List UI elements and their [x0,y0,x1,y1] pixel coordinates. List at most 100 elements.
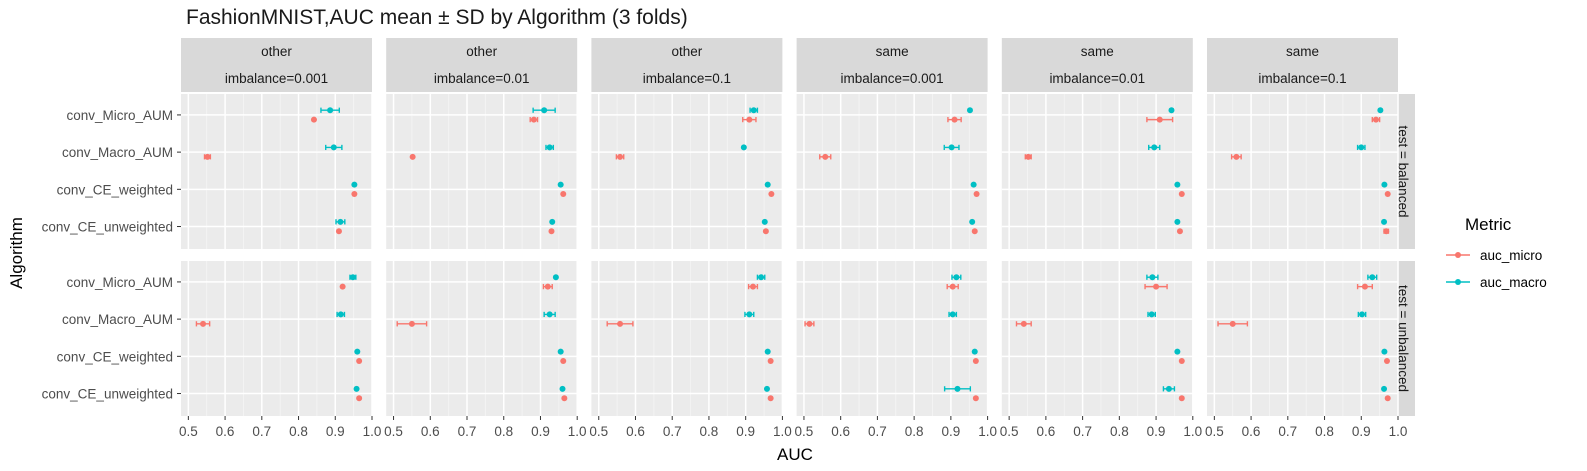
point-micro [617,153,624,160]
point-micro [544,283,551,290]
point-macro [1381,385,1388,392]
facet-strip-col [386,38,578,92]
facet-strip-col [1001,38,1193,92]
x-tick-label: 0.8 [494,424,513,439]
x-tick-label: 1.0 [1183,424,1202,439]
x-tick-label: 0.6 [216,424,235,439]
point-macro [557,348,564,355]
y-tick-label: conv_Micro_AUM [66,275,173,290]
point-micro [204,153,211,160]
point-macro [1149,274,1156,281]
point-macro [1151,144,1158,151]
point-macro [546,311,553,318]
x-tick-label: 0.6 [1242,424,1261,439]
facet-strip-col [1207,38,1398,92]
y-tick-label: conv_CE_weighted [57,349,173,364]
point-macro [763,385,770,392]
point-macro [557,181,564,188]
panel-background [1207,94,1398,249]
x-tick-label: 0.8 [700,424,719,439]
x-tick-label: 0.6 [421,424,440,439]
point-macro [353,385,360,392]
point-micro [1233,153,1240,160]
facet-strip-label-top: same [876,44,909,59]
point-micro [1384,191,1391,198]
point-macro [559,385,566,392]
point-macro [1358,144,1365,151]
x-tick-label: 0.9 [941,424,960,439]
point-macro [750,107,757,114]
point-micro [1383,358,1390,365]
point-micro [1384,395,1391,402]
point-micro [1178,395,1185,402]
x-axis-title: AUC [777,445,813,464]
point-macro [351,181,358,188]
point-micro [1020,320,1027,327]
point-macro [1377,107,1384,114]
y-tick-label: conv_Macro_AUM [62,145,173,160]
point-macro [953,274,960,281]
point-macro [327,107,334,114]
point-micro [949,283,956,290]
point-micro [1361,283,1368,290]
y-axis-title: Algorithm [7,217,26,289]
facet-strip-label-top: same [1081,44,1114,59]
x-tick-label: 1.0 [568,424,587,439]
point-micro [560,191,567,198]
panel-background [796,94,988,249]
point-micro [1153,283,1160,290]
point-micro [617,320,624,327]
point-macro [552,274,559,281]
point-micro [972,358,979,365]
facet-strip-label-bottom: imbalance=0.1 [1258,71,1346,86]
facet-strip-label-bottom: imbalance=0.01 [1049,71,1145,86]
point-macro [966,107,973,114]
x-tick-label: 0.7 [1278,424,1297,439]
point-macro [740,144,747,151]
x-tick-label: 0.6 [626,424,645,439]
point-macro [541,107,548,114]
point-macro [764,348,771,355]
x-tick-label: 0.5 [1205,424,1224,439]
point-micro [1372,116,1379,123]
facet-strip-label-top: same [1286,44,1319,59]
x-tick-label: 0.8 [1315,424,1334,439]
x-tick-label: 1.0 [1389,424,1408,439]
x-tick-label: 0.7 [663,424,682,439]
point-macro [546,144,553,151]
x-tick-label: 0.9 [326,424,345,439]
point-micro [972,395,979,402]
x-tick-label: 0.8 [289,424,308,439]
facet-strip-label-top: other [672,44,703,59]
y-tick-label: conv_Macro_AUM [62,312,173,327]
y-tick-label: conv_CE_unweighted [42,387,173,402]
x-tick-label: 0.5 [795,424,814,439]
x-tick-label: 0.7 [252,424,271,439]
y-tick-label: conv_CE_weighted [57,182,173,197]
point-micro [1156,116,1163,123]
x-tick-label: 0.7 [1073,424,1092,439]
point-micro [971,228,978,235]
panel-background [181,94,372,249]
facet-strip-col [796,38,988,92]
facet-strip-label-bottom: imbalance=0.1 [643,71,731,86]
point-micro [822,153,829,160]
point-micro [762,228,769,235]
point-micro [951,116,958,123]
facet-strip-row-label: test = unbalanced [1396,285,1411,392]
panel-background [1207,261,1398,416]
x-tick-label: 1.0 [363,424,382,439]
point-micro [767,358,774,365]
x-tick-label: 0.5 [1000,424,1019,439]
point-micro [750,283,757,290]
x-tick-label: 1.0 [773,424,792,439]
point-micro [1229,320,1236,327]
x-tick-label: 0.9 [1352,424,1371,439]
point-micro [310,116,317,123]
point-macro [354,348,361,355]
point-micro [548,228,555,235]
x-tick-label: 0.8 [905,424,924,439]
point-micro [1178,358,1185,365]
point-macro [1148,311,1155,318]
point-macro [970,181,977,188]
